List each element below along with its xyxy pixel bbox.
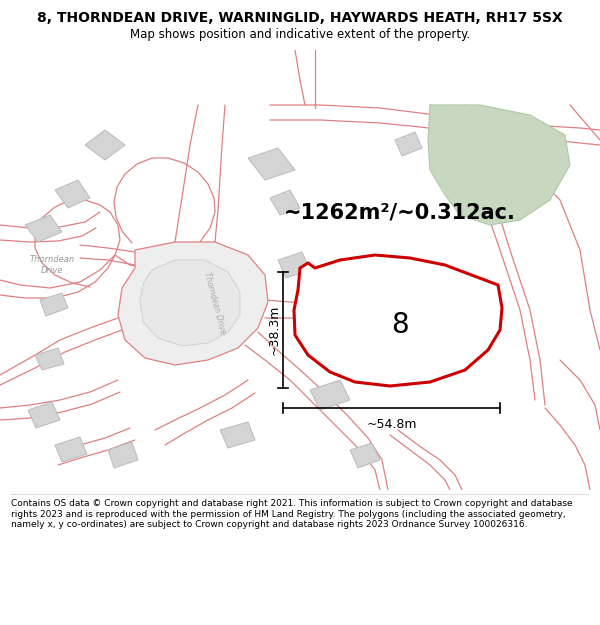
Polygon shape (118, 242, 268, 365)
Text: Thorndean
Drive: Thorndean Drive (29, 255, 74, 275)
Text: 8, THORNDEAN DRIVE, WARNINGLID, HAYWARDS HEATH, RH17 5SX: 8, THORNDEAN DRIVE, WARNINGLID, HAYWARDS… (37, 11, 563, 25)
Polygon shape (428, 105, 570, 225)
Polygon shape (310, 380, 350, 410)
Text: 8: 8 (391, 311, 409, 339)
Polygon shape (28, 402, 60, 428)
Text: ~1262m²/~0.312ac.: ~1262m²/~0.312ac. (284, 202, 516, 222)
Polygon shape (248, 148, 295, 180)
Polygon shape (40, 293, 68, 316)
Polygon shape (350, 443, 380, 468)
Text: ~54.8m: ~54.8m (366, 418, 417, 431)
Polygon shape (108, 442, 138, 468)
Polygon shape (55, 180, 90, 208)
Text: Map shows position and indicative extent of the property.: Map shows position and indicative extent… (130, 28, 470, 41)
Polygon shape (395, 132, 422, 156)
Polygon shape (25, 215, 62, 242)
Polygon shape (278, 252, 310, 278)
Text: Contains OS data © Crown copyright and database right 2021. This information is : Contains OS data © Crown copyright and d… (11, 499, 572, 529)
Polygon shape (85, 130, 125, 160)
Polygon shape (140, 260, 240, 346)
Polygon shape (220, 422, 255, 448)
Polygon shape (270, 190, 300, 215)
Text: ~38.3m: ~38.3m (268, 305, 281, 355)
Text: Thorndean Drive: Thorndean Drive (202, 271, 227, 335)
Polygon shape (35, 348, 64, 370)
Polygon shape (294, 255, 502, 386)
Polygon shape (55, 437, 87, 462)
